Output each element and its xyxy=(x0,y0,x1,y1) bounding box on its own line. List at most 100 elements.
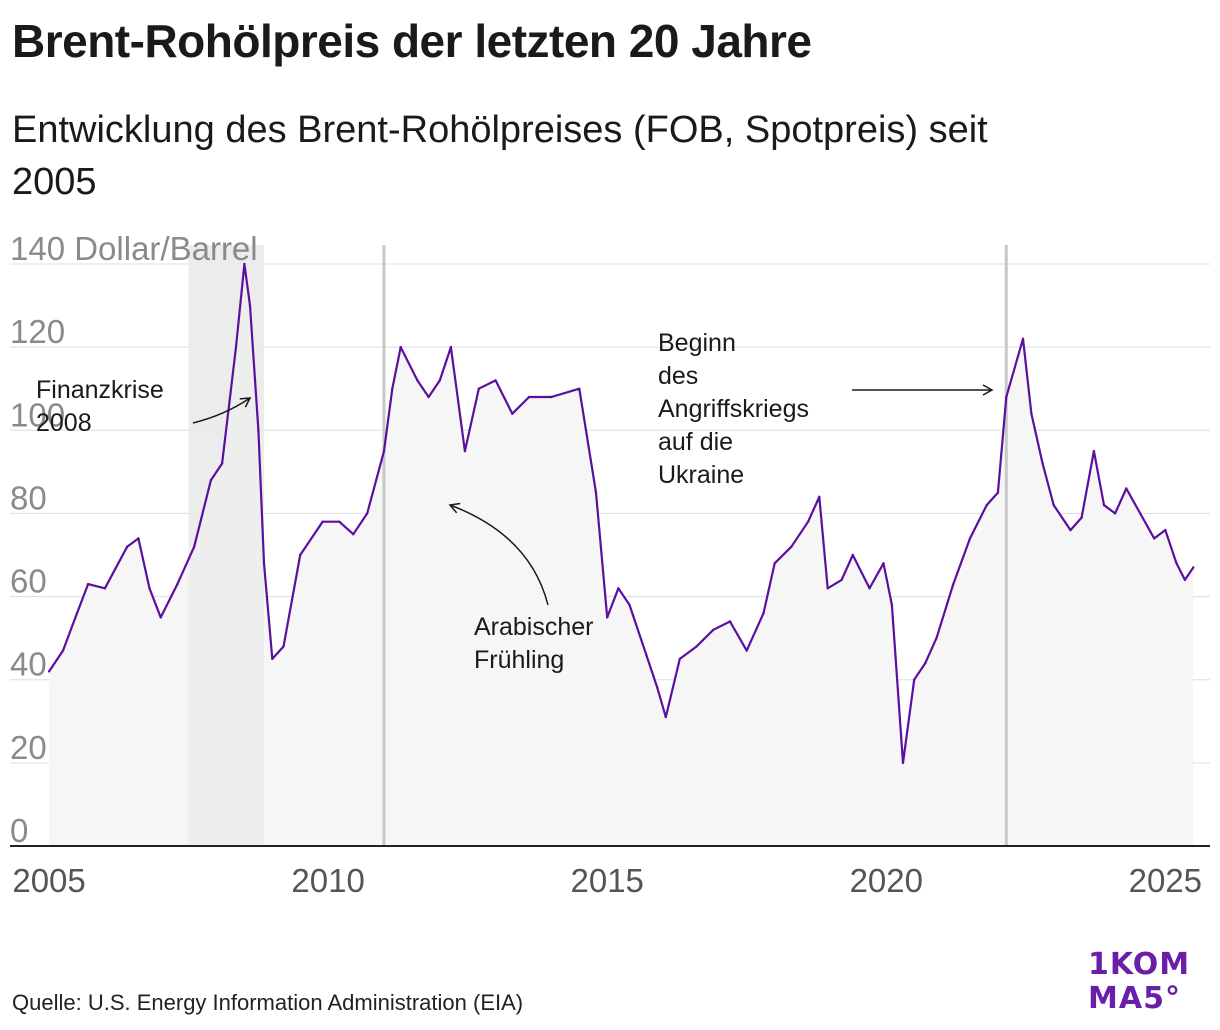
data-point xyxy=(664,715,667,719)
data-point xyxy=(952,582,955,586)
data-point xyxy=(391,387,394,390)
data-point xyxy=(209,479,213,482)
x-tick-label: 2025 xyxy=(1129,862,1202,899)
data-point xyxy=(617,587,620,590)
data-point xyxy=(494,379,497,382)
data-point xyxy=(1080,516,1083,519)
data-point xyxy=(1069,528,1072,532)
annotation-ukraine-line: auf die xyxy=(658,428,733,456)
data-point xyxy=(176,582,179,586)
data-point xyxy=(695,645,698,648)
data-point xyxy=(851,553,854,557)
data-point xyxy=(126,545,129,548)
data-point xyxy=(1102,503,1106,507)
data-point xyxy=(1113,512,1117,515)
data-point xyxy=(86,582,90,586)
annotation-ukraine-line: Beginn xyxy=(658,329,736,357)
data-point xyxy=(985,503,988,507)
data-point xyxy=(1092,449,1096,453)
data-point xyxy=(137,537,140,540)
chart-title: Brent-Rohölpreis der letzten 20 Jahre xyxy=(12,15,812,67)
data-point xyxy=(656,686,659,690)
data-point xyxy=(550,395,553,399)
data-point xyxy=(262,562,266,565)
data-point xyxy=(1175,562,1178,565)
data-point xyxy=(449,345,453,349)
data-point xyxy=(103,587,107,590)
data-point xyxy=(416,379,419,382)
data-point xyxy=(678,657,681,661)
data-point xyxy=(1052,503,1055,507)
data-point xyxy=(840,578,843,582)
data-point xyxy=(1005,395,1008,399)
series-layer xyxy=(47,262,1195,765)
x-tick-label: 2020 xyxy=(850,862,923,899)
data-point xyxy=(1183,578,1187,582)
y-tick-label: 80 xyxy=(10,479,47,516)
series-area xyxy=(49,264,1194,846)
event-markers xyxy=(382,245,1008,846)
data-point xyxy=(773,562,776,565)
data-point xyxy=(882,562,885,565)
data-point xyxy=(968,537,972,540)
data-point xyxy=(271,657,274,661)
data-point xyxy=(257,429,260,432)
data-point xyxy=(818,495,821,498)
data-point xyxy=(75,612,79,615)
logo-line-2: MA5° xyxy=(1088,981,1181,1016)
data-point xyxy=(913,678,916,681)
data-point xyxy=(1164,528,1167,532)
y-tick-label: 140 Dollar/Barrel xyxy=(10,230,258,267)
data-point xyxy=(234,345,238,349)
data-point xyxy=(762,612,765,615)
axes-layer: 0 20 40 60 80 100 120 140 Dollar/Barrel 2005 2010… xyxy=(10,230,1210,899)
data-point xyxy=(1139,512,1142,515)
annotation-arabischer-fruehling: Arabischer Frühling xyxy=(474,613,594,674)
data-point xyxy=(790,545,793,548)
data-point xyxy=(628,603,631,607)
annotation-ukraine: Beginn des Angriffskriegs auf die Ukraine xyxy=(658,329,809,489)
x-tick-label: 2010 xyxy=(291,862,364,899)
data-point xyxy=(463,449,467,453)
data-point xyxy=(996,491,1000,494)
y-tick-label: 40 xyxy=(10,646,47,683)
annotation-finanzkrise: Finanzkrise 2008 xyxy=(36,376,164,437)
data-point xyxy=(338,520,341,523)
data-point xyxy=(594,491,598,494)
area-layer xyxy=(49,245,1194,846)
data-point xyxy=(924,661,927,665)
event-band-overlay xyxy=(188,245,264,846)
arrow-arabischer-fruehling xyxy=(448,502,549,606)
data-point xyxy=(243,262,246,266)
data-point xyxy=(527,395,531,399)
data-point xyxy=(352,533,355,536)
arrow-finanzkrise xyxy=(192,397,252,424)
annotation-arabischer-fruehling-line: Arabischer xyxy=(474,613,594,641)
y-tick-label: 60 xyxy=(10,563,47,600)
logo-line-1: 1KOM xyxy=(1088,947,1191,982)
data-point xyxy=(1192,566,1195,569)
data-point xyxy=(220,462,224,465)
brand-logo: 1KOM MA5° xyxy=(1088,948,1208,1016)
data-point xyxy=(935,636,938,640)
data-point xyxy=(366,512,369,515)
y-tick-label: 120 xyxy=(10,313,65,350)
x-tick-label: 2005 xyxy=(12,862,85,899)
annotation-ukraine-line: Ukraine xyxy=(658,461,744,489)
data-point xyxy=(438,379,441,382)
data-point xyxy=(901,761,905,765)
data-point xyxy=(511,412,514,415)
data-point xyxy=(382,449,386,453)
y-tick-label: 0 xyxy=(10,812,28,849)
data-point xyxy=(1153,537,1156,540)
data-point xyxy=(427,395,430,399)
y-tick-label: 20 xyxy=(10,729,47,766)
data-point xyxy=(745,649,748,652)
data-point xyxy=(1125,487,1128,490)
data-point xyxy=(282,645,285,648)
data-point xyxy=(159,616,162,619)
annotation-finanzkrise-line: 2008 xyxy=(36,409,92,437)
annotation-arabischer-fruehling-line: Frühling xyxy=(474,646,564,674)
data-point xyxy=(728,620,732,623)
